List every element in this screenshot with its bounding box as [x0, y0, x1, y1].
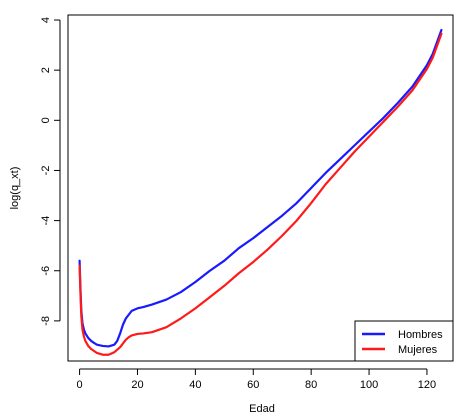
y-tick-label: 0	[40, 117, 52, 123]
y-axis: -8 -6 -4 -2 0 2 4	[40, 17, 61, 326]
x-axis: 0 20 40 60 80 100 120	[77, 368, 436, 391]
legend-label-mujeres: Mujeres	[398, 344, 438, 356]
y-tick-label: -6	[40, 266, 52, 276]
plot-frame	[67, 14, 454, 362]
x-tick-label: 0	[77, 379, 83, 391]
x-tick-label: 20	[131, 379, 143, 391]
y-tick-label: 4	[40, 17, 52, 23]
x-tick-label: 120	[418, 379, 436, 391]
x-tick-label: 40	[189, 379, 201, 391]
x-axis-title: Edad	[249, 403, 275, 415]
series-line-hombres	[78, 28, 443, 348]
legend-label-hombres: Hombres	[398, 329, 443, 341]
x-tick-label: 100	[360, 379, 378, 391]
y-tick-label: 2	[40, 67, 52, 73]
y-axis-title: log(q_xt)	[9, 167, 21, 210]
legend-box	[354, 320, 454, 362]
series-layer	[78, 28, 443, 356]
series-line-mujeres	[78, 32, 443, 356]
x-tick-label: 60	[247, 379, 259, 391]
x-tick-label: 80	[305, 379, 317, 391]
y-tick-label: -8	[40, 316, 52, 326]
y-tick-label: -2	[40, 166, 52, 176]
y-tick-label: -4	[40, 216, 52, 226]
legend: Hombres Mujeres	[354, 320, 454, 362]
